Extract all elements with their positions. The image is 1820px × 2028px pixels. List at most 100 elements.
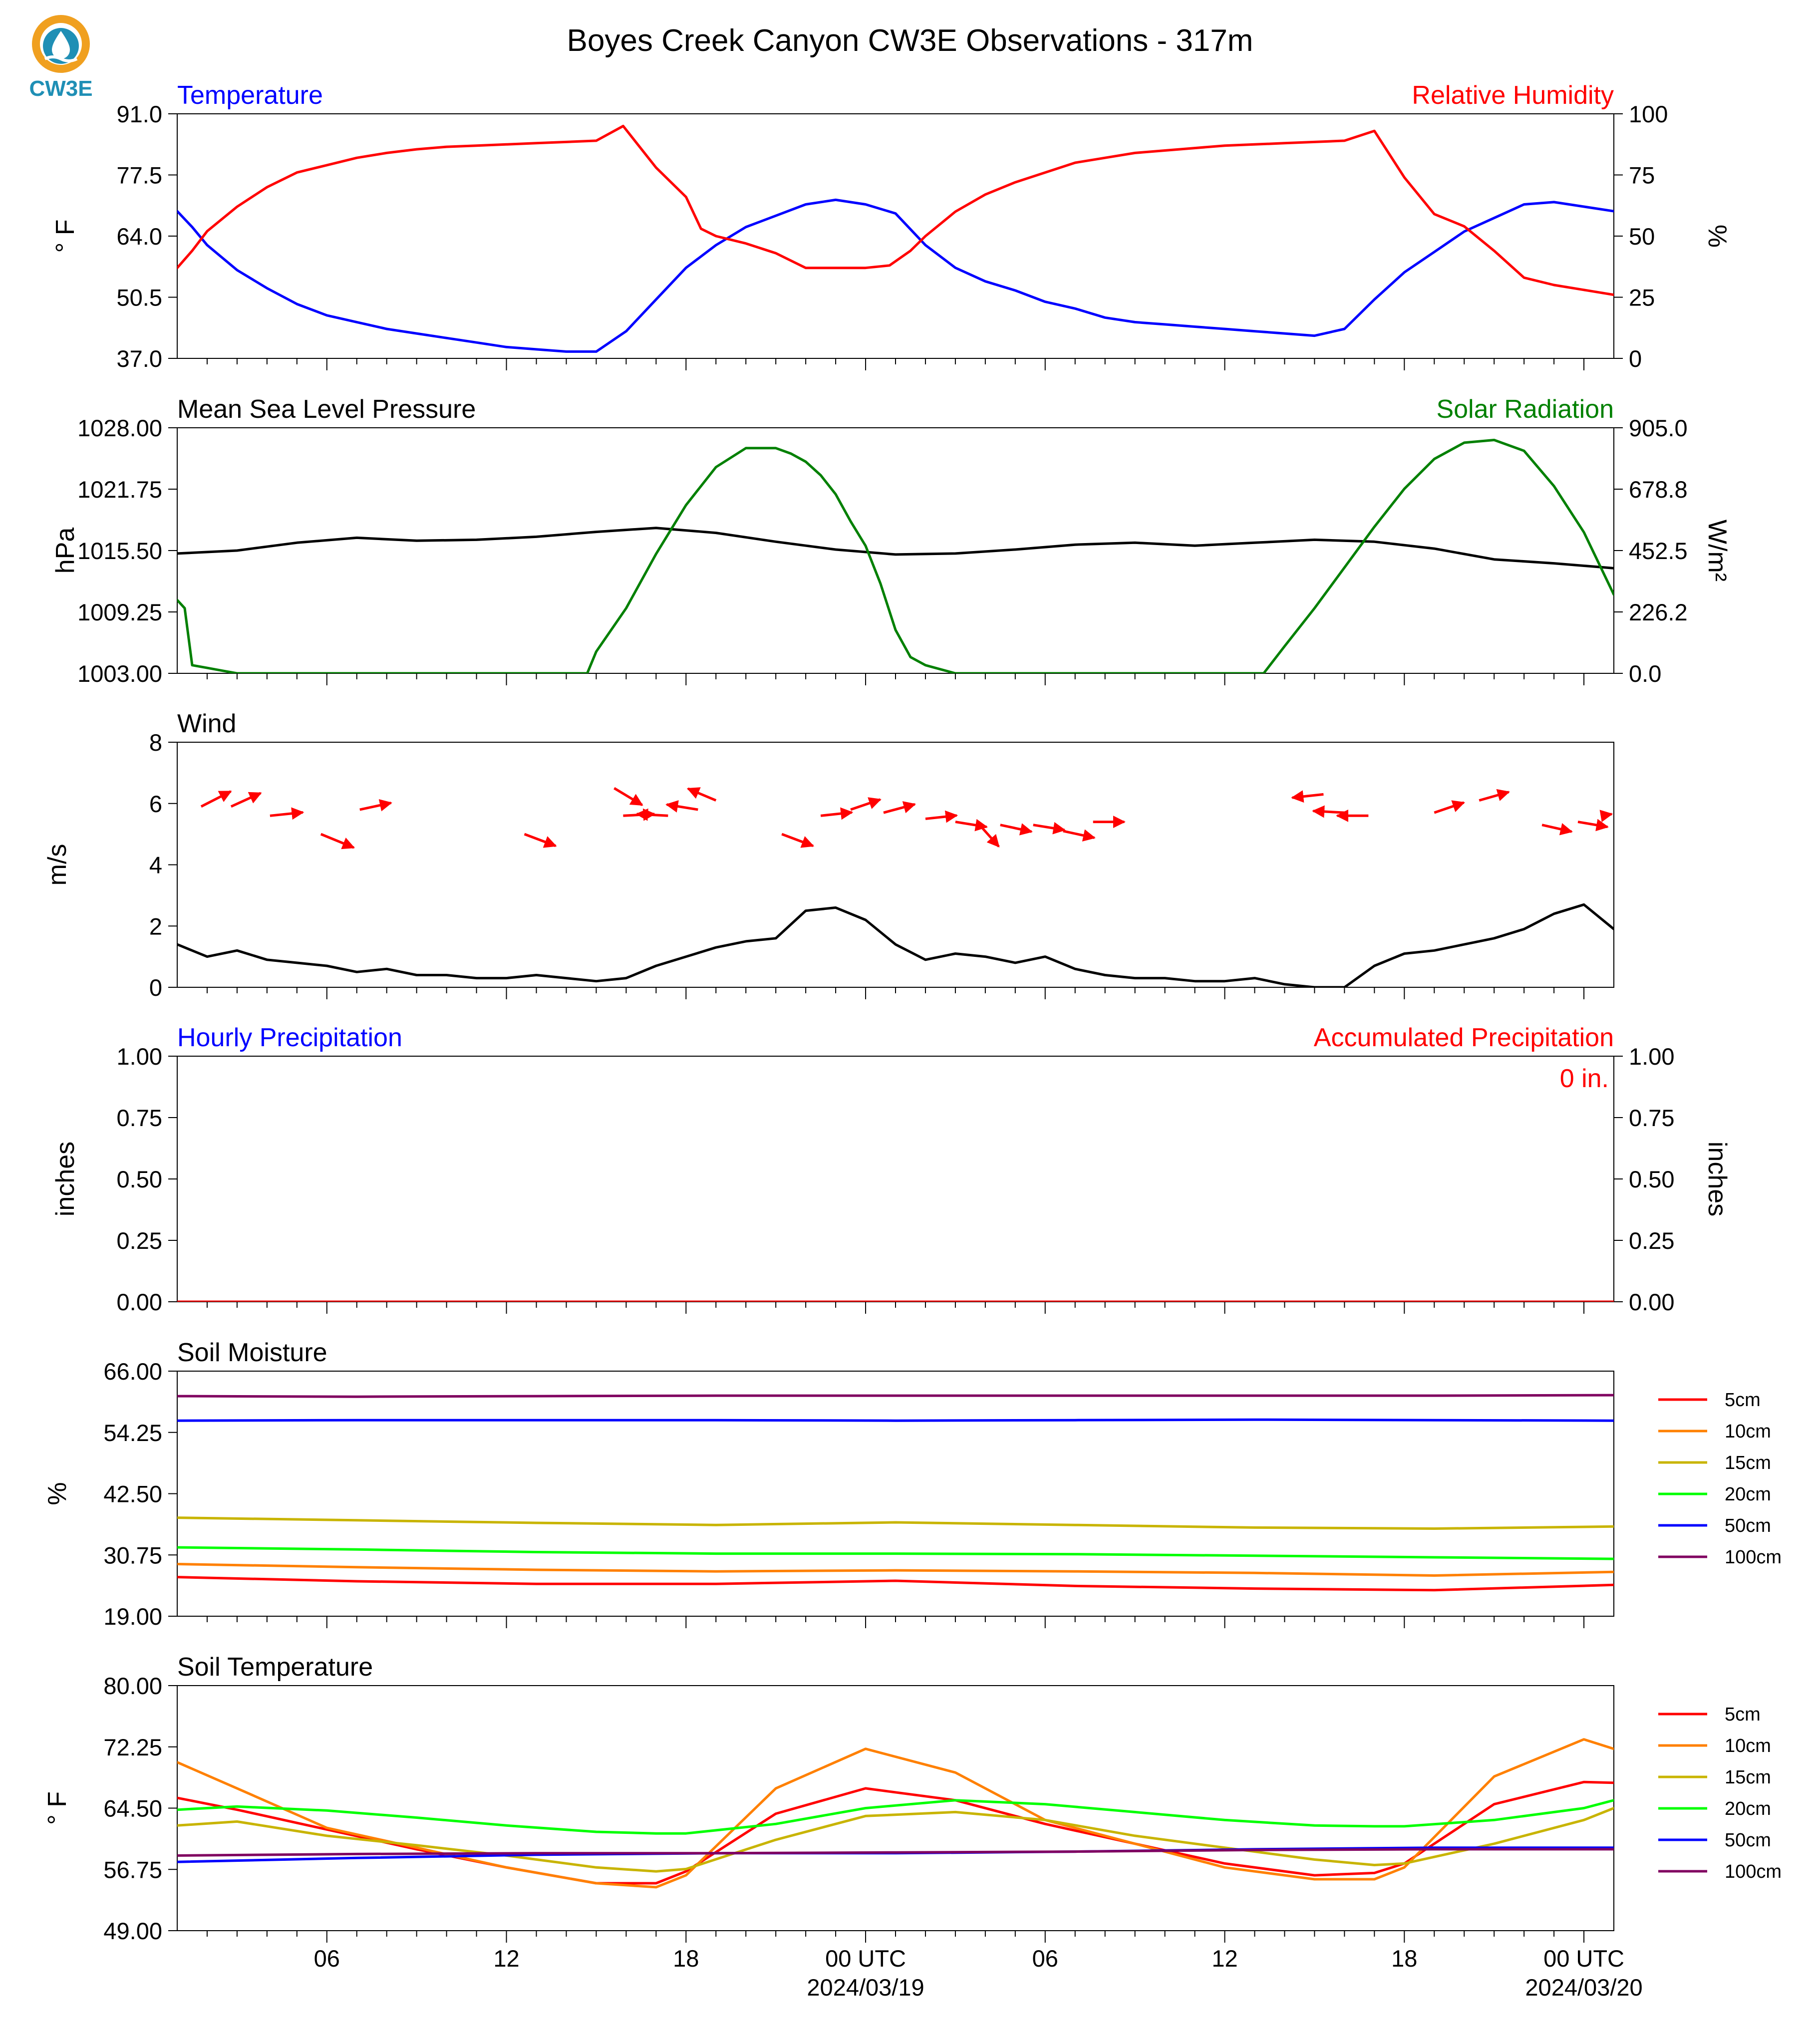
y-right-tick-label: 678.8 xyxy=(1629,476,1688,503)
wind-vector-arrow xyxy=(1541,823,1573,836)
wind-vector-arrow xyxy=(1577,819,1609,832)
wind-vector-arrow xyxy=(1291,790,1324,803)
panel-title-left: Hourly Precipitation xyxy=(177,1023,402,1052)
panel-title-right: Accumulated Precipitation xyxy=(1314,1023,1614,1052)
panel-title-left: Wind xyxy=(177,709,236,738)
y-right-tick-label: 25 xyxy=(1629,285,1655,311)
wind-vector-arrow xyxy=(686,787,717,802)
panel-soil_moisture: 66.00 54.25 42.50 30.75 19.00 Soil Moisture% 5… xyxy=(43,1338,1782,1630)
legend-label: 20cm xyxy=(1725,1484,1771,1505)
legend-label: 15cm xyxy=(1725,1452,1771,1473)
y-left-tick-label: 1009.25 xyxy=(77,599,162,625)
x-tick-label: 00 UTC xyxy=(825,1945,906,1972)
legend-label: 5cm xyxy=(1725,1704,1761,1725)
y-axis-label-right: % xyxy=(1703,225,1732,248)
series-line-0 xyxy=(177,198,1614,353)
chart-panels: 91.0 77.5 64.0 50.5 37.0 100 75 50 25 0 Temperatur… xyxy=(43,81,1782,2001)
panel-soil_temperature: 80.00 72.25 64.50 56.75 49.00 Soil Temperatur… xyxy=(43,1653,1782,1944)
x-date-label: 2024/03/19 xyxy=(807,1974,924,2001)
y-right-tick-label: 0 xyxy=(1629,345,1642,372)
panel-title-left: Mean Sea Level Pressure xyxy=(177,395,476,424)
y-right-tick-label: 0.25 xyxy=(1629,1227,1674,1254)
panel-title-left: Temperature xyxy=(177,81,323,110)
wind-vector-arrow xyxy=(1599,810,1613,823)
wind-vector-arrow xyxy=(270,807,304,820)
y-axis-label-left: m/s xyxy=(43,844,72,886)
y-left-tick-label: 8 xyxy=(149,729,162,756)
y-left-tick-label: 2 xyxy=(149,913,162,939)
y-left-tick-label: 54.25 xyxy=(103,1420,162,1446)
series-line-0 xyxy=(177,527,1614,570)
legend-label: 50cm xyxy=(1725,1515,1771,1536)
wind-vector-arrow xyxy=(1312,805,1345,818)
series-line-1 xyxy=(177,439,1614,673)
y-right-tick-label: 0.75 xyxy=(1629,1105,1674,1131)
series-group xyxy=(177,439,1614,673)
figure-title: Boyes Creek Canyon CW3E Observations - 3… xyxy=(567,23,1253,58)
series-line-15cm xyxy=(177,1516,1614,1530)
series-line-100cm xyxy=(177,1394,1614,1398)
y-right-tick-label: 100 xyxy=(1629,101,1668,127)
y-axis-label-left: hPa xyxy=(51,528,80,574)
y-left-tick-label: 80.00 xyxy=(103,1673,162,1699)
series-group xyxy=(177,1394,1614,1592)
y-right-tick-label: 0.50 xyxy=(1629,1166,1674,1192)
legend-label: 15cm xyxy=(1725,1767,1771,1788)
legend: 5cm 10cm 15cm 20cm 50cm 100cm xyxy=(1658,1390,1782,1568)
wind-vector-arrow xyxy=(665,800,698,813)
legend-label: 100cm xyxy=(1725,1861,1782,1882)
series-line-10cm xyxy=(177,1563,1614,1577)
y-left-tick-label: 37.0 xyxy=(117,345,162,372)
legend-label: 100cm xyxy=(1725,1547,1782,1568)
y-left-tick-label: 64.50 xyxy=(103,1795,162,1822)
x-tick-label: 06 xyxy=(1032,1945,1058,1972)
y-right-tick-label: 75 xyxy=(1629,162,1655,189)
y-left-tick-label: 1028.00 xyxy=(77,415,162,441)
y-axis-label-right: inches xyxy=(1703,1142,1732,1216)
wind-vector-arrow xyxy=(1000,823,1033,836)
y-left-tick-label: 42.50 xyxy=(103,1481,162,1507)
logo-text: CW3E xyxy=(29,76,92,101)
wind-vector-arrow xyxy=(883,801,916,814)
series-line-20cm xyxy=(177,1546,1614,1560)
wind-vectors xyxy=(200,787,1613,850)
wind-vector-arrow xyxy=(781,833,815,848)
y-left-tick-label: 0.00 xyxy=(117,1289,162,1315)
x-tick-label: 12 xyxy=(493,1945,519,1972)
wind-vector-arrow xyxy=(850,797,882,811)
y-axis-label-left: % xyxy=(43,1482,72,1505)
wind-vector-arrow xyxy=(613,787,643,806)
wind-vector-arrow xyxy=(1479,789,1510,802)
x-date-label: 2024/03/20 xyxy=(1525,1974,1642,2001)
y-left-tick-label: 66.00 xyxy=(103,1358,162,1385)
wind-vector-arrow xyxy=(1434,800,1465,814)
wind-vector-arrow xyxy=(200,790,232,808)
y-right-tick-label: 226.2 xyxy=(1629,599,1688,625)
panel-precip: 1.00 0.75 0.50 0.25 0.00 1.00 0.75 0.50 0.25 0.00… xyxy=(51,1023,1732,1315)
panel-title-left: Soil Moisture xyxy=(177,1338,327,1367)
x-tick-label: 00 UTC xyxy=(1543,1945,1624,1972)
wind-vector-arrow xyxy=(320,833,355,850)
y-left-tick-label: 64.0 xyxy=(117,223,162,250)
y-left-tick-label: 1003.00 xyxy=(77,660,162,687)
series-group xyxy=(177,1738,1614,1889)
y-left-tick-label: 0.75 xyxy=(117,1105,162,1131)
y-left-tick-label: 1021.75 xyxy=(77,476,162,503)
legend-label: 20cm xyxy=(1725,1798,1771,1819)
y-left-tick-label: 0.25 xyxy=(117,1227,162,1254)
y-axis-label-left: ° F xyxy=(51,219,80,253)
x-tick-label: 06 xyxy=(314,1945,340,1972)
series-line-100cm xyxy=(177,1848,1614,1857)
legend-label: 50cm xyxy=(1725,1830,1771,1851)
wind-vector-arrow xyxy=(524,833,557,848)
wind-vector-arrow xyxy=(1063,829,1096,842)
y-left-tick-label: 72.25 xyxy=(103,1734,162,1760)
y-left-tick-label: 0 xyxy=(149,974,162,1001)
x-tick-label: 18 xyxy=(1391,1945,1417,1972)
y-left-tick-label: 1015.50 xyxy=(77,538,162,564)
x-tick-label: 12 xyxy=(1212,1945,1237,1972)
y-left-tick-label: 6 xyxy=(149,791,162,817)
series-group xyxy=(177,125,1614,353)
